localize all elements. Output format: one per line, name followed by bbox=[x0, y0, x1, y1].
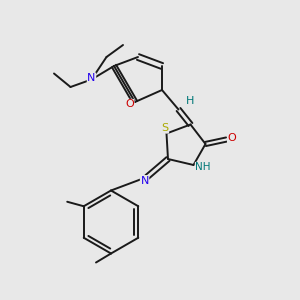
Text: NH: NH bbox=[195, 162, 211, 172]
Text: S: S bbox=[161, 123, 169, 133]
Text: O: O bbox=[227, 133, 236, 143]
Text: H: H bbox=[186, 96, 194, 106]
Text: O: O bbox=[125, 99, 134, 110]
Text: N: N bbox=[140, 176, 149, 186]
Text: N: N bbox=[87, 73, 96, 83]
